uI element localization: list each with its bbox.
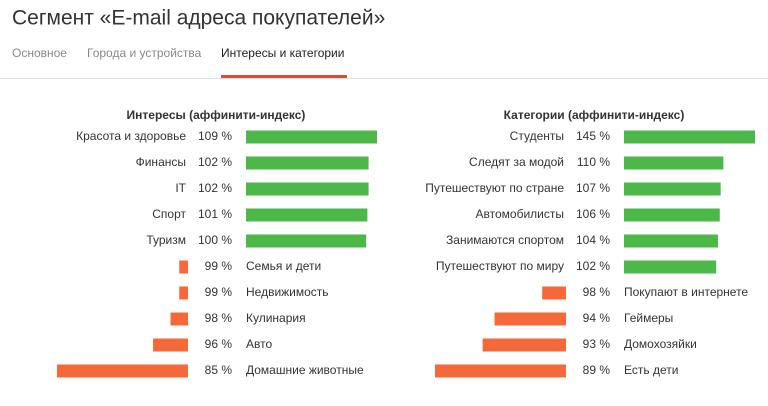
bar [170, 312, 188, 326]
category-label: Занимаются спортом [446, 233, 564, 247]
bar [246, 182, 369, 196]
value-label: 110 % [577, 155, 610, 169]
category-label: Недвижимость [246, 285, 329, 299]
value-label: 106 % [576, 207, 610, 221]
category-label: Домохозяйки [624, 337, 697, 351]
value-label: 96 % [205, 337, 233, 351]
bar [624, 130, 755, 144]
bar [494, 312, 566, 326]
bar [179, 286, 188, 300]
category-label: Семья и дети [246, 259, 321, 273]
chart-title: Категории (аффинити-индекс) [504, 108, 685, 122]
chart-title: Интересы (аффинити-индекс) [127, 108, 306, 122]
value-label: 89 % [583, 363, 611, 377]
category-label: Финансы [136, 155, 186, 169]
value-label: 102 % [198, 155, 232, 169]
value-label: 102 % [198, 181, 232, 195]
bar [57, 364, 188, 378]
bar [624, 208, 720, 222]
category-label: Красота и здоровье [76, 129, 186, 143]
bar [624, 182, 721, 196]
value-label: 107 % [576, 181, 610, 195]
value-label: 109 % [198, 129, 232, 143]
tab-active[interactable]: Интересы и категории [221, 46, 344, 60]
category-label: Домашние животные [246, 363, 364, 377]
bar [624, 234, 718, 248]
value-label: 145 % [576, 129, 610, 143]
category-label: Туризм [146, 233, 186, 247]
category-label: Автомобилисты [476, 207, 564, 221]
category-label: Студенты [510, 129, 564, 143]
value-label: 94 % [583, 311, 611, 325]
value-label: 93 % [583, 337, 611, 351]
category-label: Покупают в интернете [624, 285, 748, 299]
category-label: Есть дети [624, 363, 678, 377]
category-label: Кулинария [246, 311, 306, 325]
value-label: 98 % [205, 311, 233, 325]
value-label: 98 % [583, 285, 611, 299]
value-label: 99 % [205, 285, 233, 299]
category-label: Путешествуют по миру [436, 259, 564, 273]
category-label: Следят за модой [469, 155, 564, 169]
tab[interactable]: Города и устройства [87, 46, 202, 60]
bar [624, 156, 724, 170]
value-label: 102 % [576, 259, 610, 273]
tab[interactable]: Основное [12, 46, 67, 60]
bar [179, 260, 188, 274]
category-label: Геймеры [624, 311, 673, 325]
value-label: 101 % [198, 207, 232, 221]
tab-underline [221, 75, 347, 78]
bar [482, 338, 566, 352]
category-label: Авто [246, 337, 272, 351]
bar [153, 338, 188, 352]
page-title: Сегмент «E-mail адреса покупателей» [12, 7, 385, 30]
category-label: IT [175, 181, 186, 195]
value-label: 100 % [198, 233, 232, 247]
bar [624, 260, 717, 274]
bar [542, 286, 566, 300]
category-label: Спорт [152, 207, 186, 221]
category-label: Путешествуют по стране [425, 181, 564, 195]
value-label: 99 % [205, 259, 233, 273]
value-label: 85 % [205, 363, 233, 377]
bar [246, 208, 368, 222]
bar [246, 234, 367, 248]
bar [246, 130, 377, 144]
bar [246, 156, 369, 170]
value-label: 104 % [576, 233, 610, 247]
bar [435, 364, 566, 378]
